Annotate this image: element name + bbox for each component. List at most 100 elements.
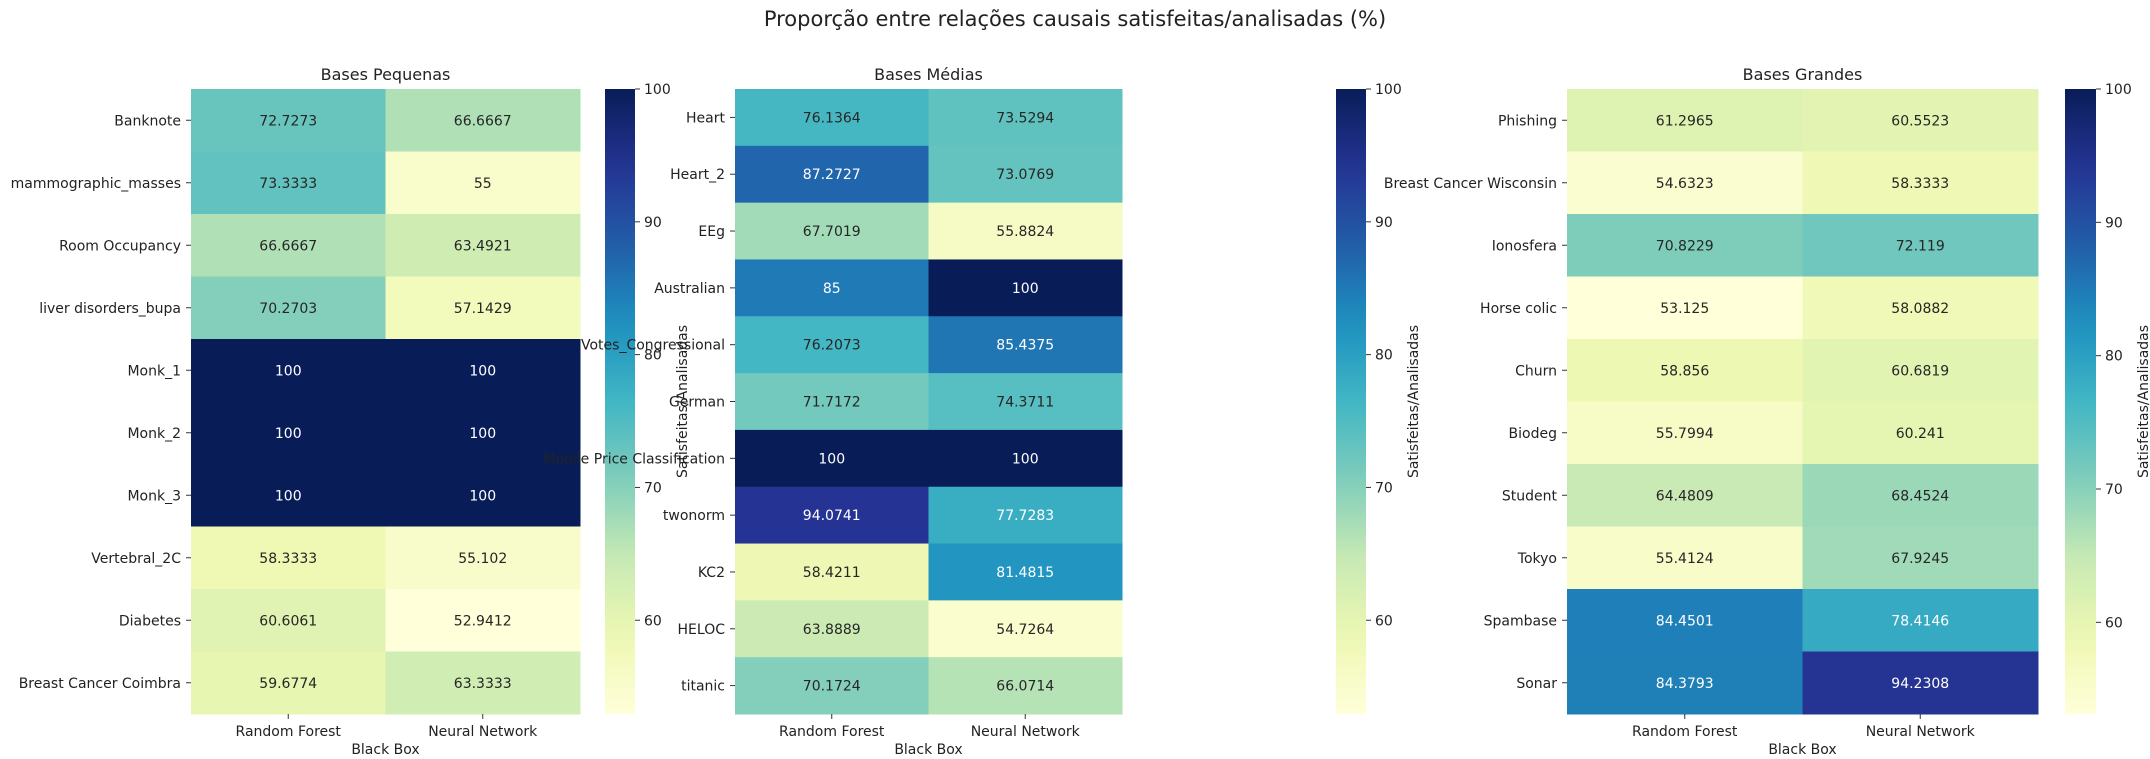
y-tick-label: HELOC (678, 622, 726, 638)
cell-value-label: 66.6667 (454, 113, 512, 129)
heatmap-cell (191, 214, 386, 277)
cell-value-label: 72.119 (1896, 238, 1945, 254)
cell-value-label: 72.7273 (259, 113, 317, 129)
colorbar-tick-label: 60 (2105, 615, 2123, 631)
cell-value-label: 73.0769 (996, 167, 1054, 183)
cell-value-label: 70.1724 (803, 679, 861, 695)
y-tick-label: Breast Cancer Coimbra (19, 676, 181, 692)
heatmap-cell (385, 89, 581, 152)
y-tick-label: Heart (686, 110, 725, 126)
cell-value-label: 85.4375 (996, 338, 1054, 354)
cell-value-label: 58.856 (1660, 363, 1709, 379)
cell-value-label: 60.241 (1896, 426, 1945, 442)
heatmap-cell (1802, 151, 2039, 215)
cell-value-label: 73.5294 (996, 110, 1054, 126)
panel-title: Bases Grandes (1743, 65, 1863, 84)
heatmap-cell (1567, 214, 1803, 277)
cell-value-label: 81.4815 (996, 565, 1054, 581)
heatmap-cell (191, 276, 386, 340)
colorbar-tick-label: 80 (1375, 348, 1393, 364)
y-tick-label: Sonar (1516, 676, 1557, 692)
y-tick-label: KC2 (698, 565, 725, 581)
heatmap-cell (1802, 276, 2039, 340)
colorbar-tick-label: 100 (1375, 82, 1402, 98)
heatmap-cell (1802, 89, 2039, 152)
y-tick-label: Vertebral_2C (91, 551, 181, 567)
heatmap-cell (1567, 589, 1803, 652)
y-tick-label: liver disorders_bupa (39, 301, 181, 317)
heatmap-cell (385, 339, 581, 402)
cell-value-label: 100 (275, 488, 302, 504)
y-tick-label: Australian (654, 281, 725, 297)
heatmap-cell (191, 89, 386, 152)
heatmap-cell (735, 429, 929, 488)
cell-value-label: 55 (474, 176, 492, 192)
cell-value-label: 54.7264 (996, 622, 1054, 638)
heatmap-cell (928, 429, 1123, 488)
cell-value-label: 58.3333 (1891, 176, 1949, 192)
cell-value-label: 94.0741 (803, 508, 861, 524)
heatmap-cell (1567, 339, 1803, 402)
colorbar-tick-label: 80 (2105, 349, 2123, 365)
cell-value-label: 60.6061 (259, 613, 317, 629)
cell-value-label: 63.3333 (454, 676, 512, 692)
cell-value-label: 77.7283 (996, 508, 1054, 524)
y-tick-label: Monk_3 (127, 488, 181, 504)
colorbar-tick-label: 90 (644, 215, 662, 231)
cell-value-label: 70.2703 (259, 301, 317, 317)
colorbar-tick-label: 90 (1375, 215, 1393, 231)
heatmap-cell (928, 486, 1123, 545)
heatmap-cell (191, 589, 386, 652)
heatmap-cell (1802, 401, 2039, 465)
colorbar-tick-label: 70 (644, 480, 662, 496)
heatmap-cell (385, 464, 581, 527)
x-tick-label: Random Forest (779, 724, 885, 740)
heatmap-cell (735, 486, 929, 545)
heatmap-cell (735, 600, 929, 658)
cell-value-label: 58.4211 (803, 565, 861, 581)
cell-value-label: 57.1429 (454, 301, 512, 317)
x-axis-label: Black Box (894, 742, 962, 758)
cell-value-label: 63.4921 (454, 238, 512, 254)
colorbar (605, 89, 635, 714)
cell-value-label: 66.0714 (996, 679, 1054, 695)
x-axis-label: Black Box (1768, 742, 1836, 758)
colorbar-tick-label: 80 (644, 348, 662, 364)
y-tick-label: Monk_1 (127, 363, 181, 379)
heatmap-cell (928, 202, 1123, 260)
y-tick-label: Churn (1515, 363, 1557, 379)
heatmap-cell (735, 316, 929, 374)
colorbar (1336, 89, 1366, 714)
heatmap-cell (385, 401, 581, 465)
x-axis-label: Black Box (351, 742, 419, 758)
heatmap-cell (191, 526, 386, 590)
cell-value-label: 71.7172 (803, 395, 861, 411)
cell-value-label: 100 (818, 451, 845, 467)
heatmap-panel: Bases Pequenas 72.7273 66.6667 73.3333 55 66.… (11, 65, 691, 758)
y-tick-label: titanic (681, 679, 725, 695)
cell-value-label: 87.2727 (803, 167, 861, 183)
heatmap-cell (928, 316, 1123, 374)
cell-value-label: 52.9412 (454, 613, 512, 629)
cell-value-label: 59.6774 (259, 676, 317, 692)
heatmap-cell (928, 373, 1123, 431)
cell-value-label: 54.6323 (1656, 176, 1714, 192)
cell-value-label: 55.102 (458, 551, 507, 567)
x-tick-label: Random Forest (236, 724, 342, 740)
panel-title: Bases Pequenas (321, 65, 451, 84)
panel-title: Bases Médias (874, 65, 983, 84)
heatmap-cell (1567, 526, 1803, 590)
colorbar-tick-label: 70 (2105, 482, 2123, 498)
heatmap-cell (191, 464, 386, 527)
colorbar-tick-label: 100 (644, 82, 671, 98)
cell-value-label: 58.3333 (259, 551, 317, 567)
heatmap-cell (735, 89, 929, 147)
cell-value-label: 100 (469, 488, 496, 504)
y-tick-label: Spambase (1484, 613, 1557, 629)
cell-value-label: 100 (1012, 451, 1039, 467)
heatmap-cell (191, 651, 386, 715)
heatmap-cell (1567, 89, 1803, 152)
y-tick-label: German (669, 395, 725, 411)
y-tick-label: Phishing (1498, 113, 1557, 129)
